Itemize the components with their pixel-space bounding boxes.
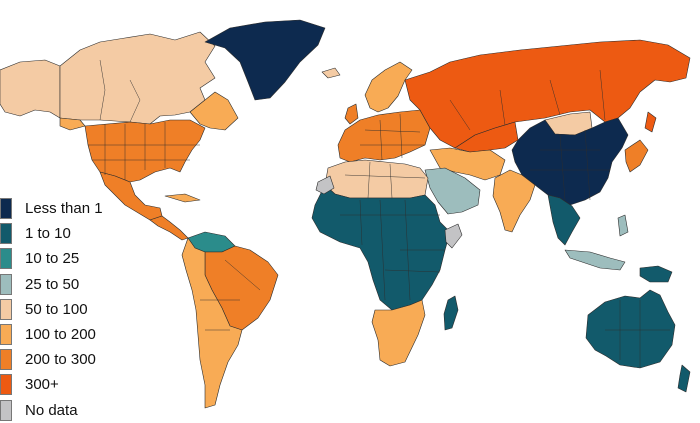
legend-item: No data	[0, 398, 170, 423]
map-region-somalia	[444, 223, 463, 249]
map-region-sub-saharan-africa	[311, 184, 451, 311]
legend-item: 50 to 100	[0, 297, 170, 322]
map-region-alaska	[0, 59, 61, 119]
legend-label: 50 to 100	[25, 300, 88, 318]
map-region-indonesia	[564, 249, 626, 271]
legend-swatch	[0, 374, 12, 396]
map-region-south-america	[181, 237, 243, 409]
legend-label: 200 to 300	[25, 351, 96, 369]
legend: Less than 1 1 to 10 10 to 25 25 to 50 50…	[0, 196, 170, 423]
map-region-uk	[344, 103, 359, 125]
legend-item: 1 to 10	[0, 221, 170, 246]
map-region-australia	[585, 289, 676, 369]
legend-swatch	[0, 273, 12, 295]
map-region-india	[492, 169, 536, 233]
legend-swatch	[0, 298, 12, 320]
map-region-arabia	[424, 167, 481, 215]
legend-item: 300+	[0, 372, 170, 397]
map-region-europe	[337, 109, 431, 163]
legend-swatch	[0, 248, 12, 270]
legend-label: 100 to 200	[25, 326, 96, 344]
map-region-south-africa	[371, 299, 426, 367]
map-region-russia	[404, 39, 691, 149]
legend-label: No data	[25, 401, 78, 419]
legend-item: Less than 1	[0, 196, 170, 221]
map-region-north-africa	[324, 159, 429, 199]
map-region-philippines	[617, 214, 629, 237]
legend-swatch	[0, 223, 12, 245]
map-region-cuba	[164, 193, 201, 203]
map-region-new-guinea	[639, 265, 673, 283]
legend-label: 25 to 50	[25, 275, 80, 293]
map-region-canada-east	[189, 91, 239, 131]
legend-label: Less than 1	[25, 200, 103, 218]
map-region-greenland	[204, 19, 326, 101]
legend-label: 1 to 10	[25, 225, 71, 243]
map-region-canada	[59, 31, 216, 125]
map-internal-borders	[88, 59, 670, 368]
map-region-new-zealand	[677, 364, 691, 393]
legend-item: 200 to 300	[0, 347, 170, 372]
legend-swatch	[0, 349, 12, 371]
map-region-korea-japan	[624, 139, 649, 173]
legend-swatch	[0, 198, 12, 220]
legend-item: 25 to 50	[0, 272, 170, 297]
legend-swatch	[0, 324, 12, 346]
map-region-sakhalin	[644, 111, 657, 133]
map-region-western-sahara	[315, 175, 335, 195]
legend-item: 100 to 200	[0, 322, 170, 347]
map-region-scandinavia	[364, 61, 413, 113]
map-region-canada-west	[59, 117, 86, 131]
legend-swatch	[0, 399, 12, 421]
legend-item: 10 to 25	[0, 246, 170, 271]
legend-label: 300+	[25, 376, 59, 394]
map-region-southeast-asia	[547, 194, 581, 246]
map-region-iceland	[321, 67, 341, 79]
legend-label: 10 to 25	[25, 250, 80, 268]
map-region-madagascar	[443, 295, 459, 331]
